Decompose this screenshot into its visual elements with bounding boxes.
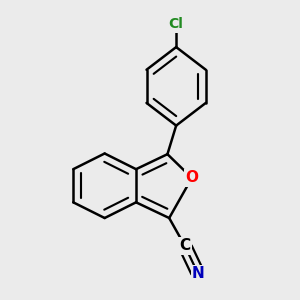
- Text: C: C: [179, 238, 191, 253]
- Text: O: O: [185, 170, 198, 185]
- Text: N: N: [192, 266, 205, 281]
- Text: Cl: Cl: [169, 17, 184, 32]
